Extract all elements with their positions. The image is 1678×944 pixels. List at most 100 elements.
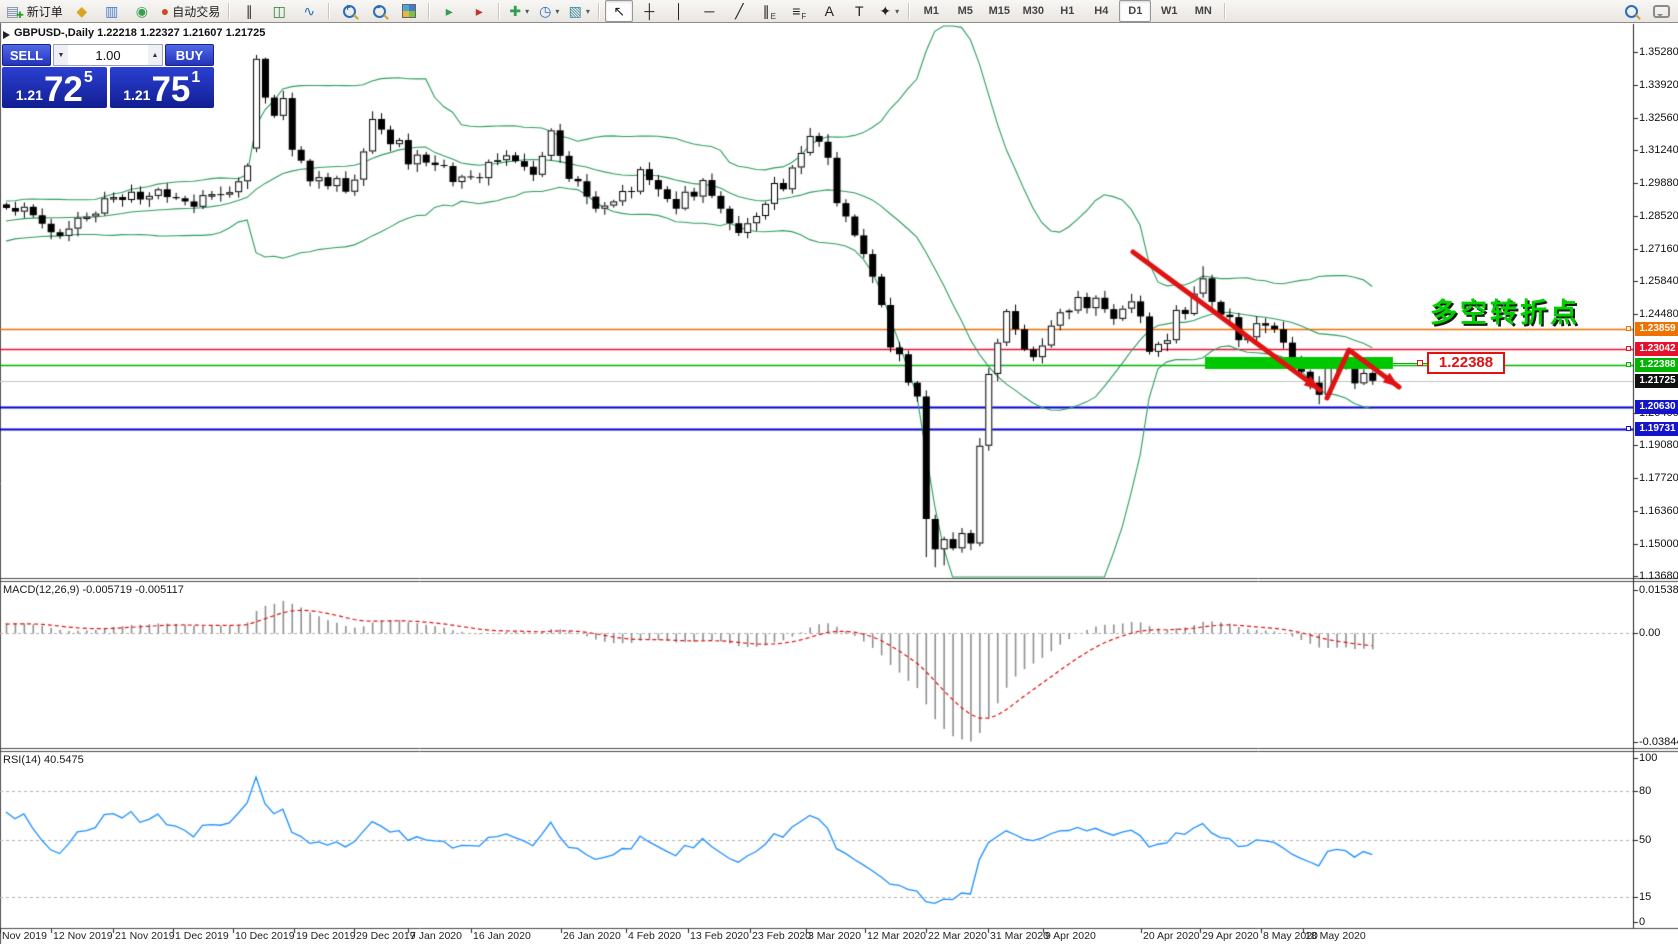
zoom-out-button[interactable]: − <box>365 0 393 22</box>
timeframe-button-h4[interactable]: H4 <box>1094 5 1109 17</box>
channel-button[interactable]: ∥ E <box>755 0 783 22</box>
date-axis-label: 29 Dec 2019 <box>356 930 416 942</box>
timeframe-button-d1[interactable]: D1 <box>1119 0 1152 22</box>
bar-chart-icon: ∥ <box>245 3 253 19</box>
volume-increase-button[interactable]: ▲ <box>148 45 162 65</box>
chat-button[interactable] <box>1647 0 1675 22</box>
trend-note-annotation: 多空转折点 <box>1430 298 1580 328</box>
date-axis-label: 9 Apr 2020 <box>1045 930 1096 942</box>
periods-button[interactable]: ◷ ▾ <box>535 0 563 22</box>
trendline-icon: ╱ <box>735 3 744 19</box>
trendline-button[interactable]: ╱ <box>725 0 753 22</box>
level-handle-square[interactable] <box>1626 426 1631 432</box>
timeframe-button-h1[interactable]: H1 <box>1060 5 1075 17</box>
zoom-in-button[interactable]: + <box>335 0 363 22</box>
timeframe-button-m15[interactable]: M15 <box>988 5 1010 17</box>
shapes-icon: ✦ <box>879 3 892 19</box>
date-axis-label: 4 Feb 2020 <box>628 930 682 942</box>
tile-windows-button[interactable] <box>395 0 423 22</box>
timeframe-button-m5[interactable]: M5 <box>957 5 973 17</box>
line-chart-button[interactable]: ∿ <box>295 0 323 22</box>
vline-button[interactable]: │ <box>665 0 693 22</box>
text-button[interactable]: A <box>815 0 843 22</box>
dropdown-caret-icon: ▾ <box>585 6 590 16</box>
date-axis-label: 20 Apr 2020 <box>1143 930 1200 942</box>
sell-price-prefix: 1.21 <box>15 87 43 103</box>
crosshair-icon: ┼ <box>644 3 655 19</box>
date-axis-label: 18 May 2020 <box>1305 930 1366 942</box>
dropdown-caret-icon: ▾ <box>525 6 530 16</box>
level-handle-square[interactable] <box>1626 361 1631 367</box>
cursor-icon: ↖ <box>613 3 626 19</box>
plus-badge-icon: ✚ <box>16 9 24 20</box>
autotrade-icon: ● <box>160 3 170 19</box>
label-button[interactable]: T <box>845 0 873 22</box>
vline-icon: │ <box>674 3 684 19</box>
indicators-button[interactable]: ✚ ▾ <box>505 0 533 22</box>
bar-chart-button[interactable]: ∥ <box>235 0 263 22</box>
autotrade-button-label: 自动交易 <box>172 4 221 19</box>
macd-axis-tick: 0.00 <box>1639 627 1661 639</box>
cursor-button[interactable]: ↖ <box>605 0 634 22</box>
macd-indicator-label: MACD(12,26,9) -0.005719 -0.005117 <box>3 584 184 596</box>
sell-price-display[interactable]: 1.21 72 5 <box>2 67 107 108</box>
chart-shift-button[interactable]: ▸ <box>465 0 493 22</box>
icon-subletter: E <box>770 12 776 21</box>
toolbar-separator <box>498 3 501 19</box>
search-button[interactable] <box>1617 0 1645 22</box>
sell-button[interactable]: SELL <box>2 44 51 66</box>
zoom-in-icon: + <box>342 3 356 18</box>
market-watch-icon[interactable]: ▥ <box>98 0 126 22</box>
line-chart-icon: ∿ <box>303 3 316 19</box>
axis-price-tag[interactable]: 1.19731 <box>1635 422 1678 437</box>
axis-price-tag[interactable]: 1.21725 <box>1635 373 1678 388</box>
dropdown-caret-icon: ▾ <box>555 6 560 16</box>
level-handle-square[interactable] <box>1626 326 1631 332</box>
timeframe-button-mn[interactable]: MN <box>1194 5 1212 17</box>
timeframe-button-m30[interactable]: M30 <box>1022 5 1044 17</box>
timeframe-button-m1[interactable]: M1 <box>923 5 939 17</box>
axis-price-tag[interactable]: 1.23859 <box>1635 322 1678 337</box>
candle-chart-icon: ◫ <box>272 3 286 19</box>
new-order-button[interactable]: ▤ ✚ 新订单 <box>3 0 66 22</box>
price-axis-tick: 1.17720 <box>1639 471 1678 484</box>
date-axis-label: 10 Dec 2019 <box>235 930 295 942</box>
macd-axis-tick: 0.015383 <box>1639 584 1678 596</box>
date-axis-label: 7 Jan 2020 <box>410 930 462 942</box>
callout-anchor-square[interactable] <box>1417 360 1423 366</box>
text-icon: A <box>824 3 834 19</box>
volume-value[interactable]: 1.00 <box>95 47 121 63</box>
buy-price-display[interactable]: 1.21 75 1 <box>109 67 214 108</box>
timeframe-button-w1[interactable]: W1 <box>1161 5 1178 17</box>
buy-button[interactable]: BUY <box>165 44 214 66</box>
signals-icon-icon: ◉ <box>135 3 148 19</box>
crosshair-button[interactable]: ┼ <box>635 0 663 22</box>
price-axis-tick: 1.33920 <box>1639 78 1678 91</box>
axis-price-tag[interactable]: 1.22388 <box>1635 357 1678 372</box>
autotrade-button[interactable]: ● 自动交易 <box>158 0 223 22</box>
rsi-axis-tick: 0 <box>1639 916 1646 928</box>
history-center-icon[interactable]: ◆ <box>68 0 96 22</box>
templates-icon: ▧ <box>568 3 582 19</box>
label-icon: T <box>855 3 864 19</box>
shapes-button[interactable]: ✦ ▾ <box>875 0 903 22</box>
channel-icon: ∥ <box>762 3 770 19</box>
date-axis-label: 31 Mar 2020 <box>990 930 1049 942</box>
auto-scroll-icon: ▸ <box>445 3 453 19</box>
rsi-axis-tick: 100 <box>1639 752 1658 764</box>
auto-scroll-button[interactable]: ▸ <box>435 0 463 22</box>
rsi-axis-tick: 15 <box>1639 891 1652 904</box>
support-price-callout[interactable]: 1.22388 <box>1427 352 1505 374</box>
toolbar-separator <box>328 3 331 19</box>
templates-button[interactable]: ▧ ▾ <box>565 0 593 22</box>
axis-price-tag[interactable]: 1.20630 <box>1635 400 1678 415</box>
axis-price-tag[interactable]: 1.23042 <box>1635 341 1678 356</box>
candle-chart-button[interactable]: ◫ <box>265 0 293 22</box>
volume-decrease-button[interactable]: ▼ <box>54 45 68 65</box>
level-handle-square[interactable] <box>1626 345 1631 351</box>
signals-icon[interactable]: ◉ <box>128 0 156 22</box>
fibonacci-button[interactable]: ≡ F <box>785 0 813 22</box>
hline-button[interactable]: ─ <box>695 0 723 22</box>
volume-stepper[interactable]: ▼ 1.00 ▲ <box>53 44 163 66</box>
